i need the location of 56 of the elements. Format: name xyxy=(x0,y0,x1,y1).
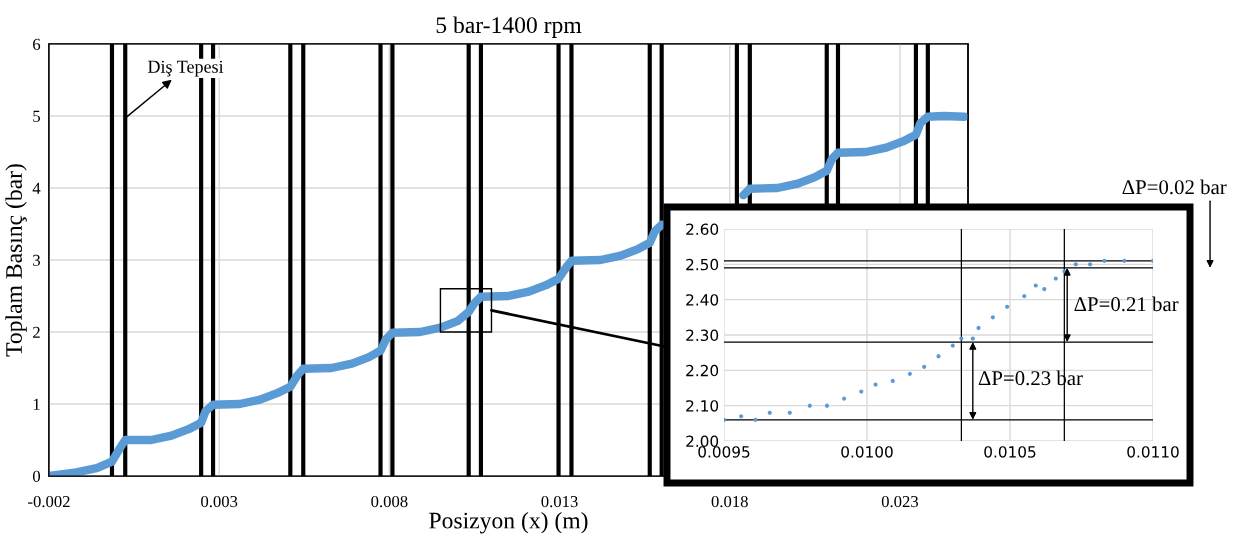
chart-title: 5 bar-1400 rpm xyxy=(436,16,582,38)
x-tick-label: 0.0095 xyxy=(698,446,750,458)
point xyxy=(907,371,912,376)
x-tick-label: 0.0110 xyxy=(1127,446,1179,458)
point xyxy=(859,389,864,394)
y-tick-label: 1 xyxy=(33,398,40,410)
point xyxy=(970,336,975,341)
point xyxy=(1073,262,1078,267)
y-axis-title: Toplam Basınç (bar) xyxy=(5,164,27,357)
point xyxy=(976,325,981,331)
point xyxy=(950,343,955,348)
x-tick-label: 0.023 xyxy=(881,495,919,508)
x-tick-label: 0.018 xyxy=(711,495,748,508)
y-tick-label: 3 xyxy=(33,254,41,266)
y-tick-label: 5 xyxy=(33,110,41,122)
y-tick-label: 2.50 xyxy=(686,258,719,271)
point xyxy=(890,378,895,384)
point xyxy=(1022,294,1027,299)
x-tick-label: 0.008 xyxy=(371,495,408,508)
point xyxy=(1122,258,1127,263)
point xyxy=(1042,286,1047,292)
x-tick-label: -0.002 xyxy=(28,495,70,508)
y-tick-label: 2.10 xyxy=(686,400,719,412)
point xyxy=(807,403,812,408)
y-tick-label: 2.60 xyxy=(686,223,719,236)
text: ΔP=0.02 bar xyxy=(1122,179,1227,195)
x-tick-label: 0.0100 xyxy=(841,446,893,458)
point xyxy=(1102,258,1107,263)
point xyxy=(753,417,758,422)
x-axis-title: Posizyon (x) (m) xyxy=(429,511,588,534)
x-tick-label: 0.003 xyxy=(201,495,238,508)
point xyxy=(1150,258,1153,263)
point xyxy=(1033,283,1038,288)
point xyxy=(767,410,772,415)
y-tick-label: 2 xyxy=(33,326,40,338)
point xyxy=(724,417,727,422)
y-tick-label: 2.40 xyxy=(686,294,719,306)
y-tick-label: 6 xyxy=(33,38,41,50)
point xyxy=(936,354,941,359)
point xyxy=(1005,304,1010,309)
annotation: Diş Tepesi xyxy=(147,60,224,77)
point xyxy=(842,396,847,401)
point xyxy=(990,315,995,320)
annotation: ΔP=0.21 bar xyxy=(1074,296,1179,312)
y-tick-label: 2.20 xyxy=(686,364,719,377)
y-tick-label: 0 xyxy=(32,470,41,482)
point xyxy=(873,382,878,387)
y-tick-label: 4 xyxy=(32,182,41,194)
point xyxy=(739,414,744,419)
x-tick-label: 0.013 xyxy=(541,495,578,508)
x-tick-label: 0.0105 xyxy=(984,446,1036,458)
point xyxy=(1088,262,1093,267)
point xyxy=(787,410,792,415)
y-tick-label: 2.30 xyxy=(686,329,719,342)
point xyxy=(824,403,830,408)
point xyxy=(922,364,927,369)
